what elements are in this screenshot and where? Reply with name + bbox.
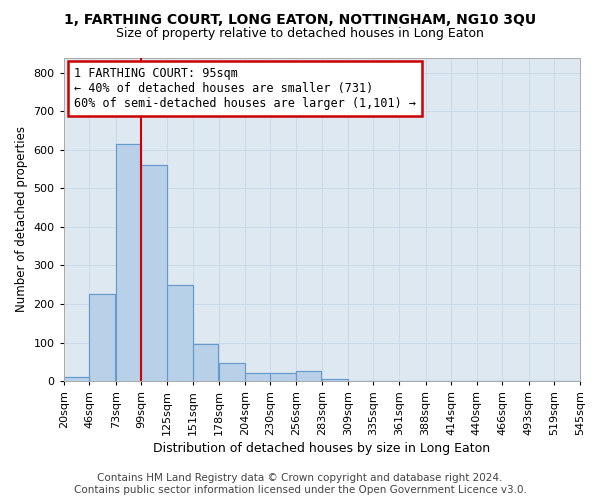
Y-axis label: Number of detached properties: Number of detached properties xyxy=(15,126,28,312)
Text: 1 FARTHING COURT: 95sqm
← 40% of detached houses are smaller (731)
60% of semi-d: 1 FARTHING COURT: 95sqm ← 40% of detache… xyxy=(74,67,416,110)
X-axis label: Distribution of detached houses by size in Long Eaton: Distribution of detached houses by size … xyxy=(153,442,490,455)
Text: Size of property relative to detached houses in Long Eaton: Size of property relative to detached ho… xyxy=(116,28,484,40)
Text: 1, FARTHING COURT, LONG EATON, NOTTINGHAM, NG10 3QU: 1, FARTHING COURT, LONG EATON, NOTTINGHA… xyxy=(64,12,536,26)
Text: Contains HM Land Registry data © Crown copyright and database right 2024.
Contai: Contains HM Land Registry data © Crown c… xyxy=(74,474,526,495)
